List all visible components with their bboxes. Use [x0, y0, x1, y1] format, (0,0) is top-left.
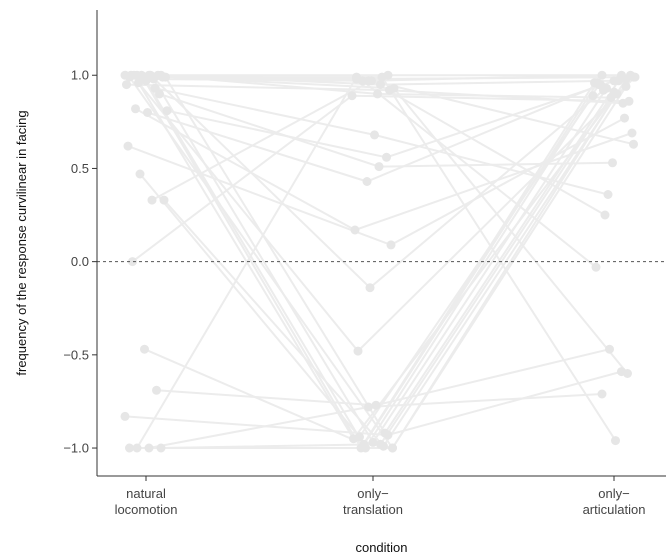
y-tick-label: −0.5	[63, 347, 89, 362]
series-points	[120, 70, 640, 453]
data-point	[355, 432, 364, 442]
data-point	[146, 70, 155, 80]
data-point	[156, 443, 166, 453]
data-point	[155, 89, 164, 99]
data-point	[621, 81, 631, 91]
x-tick-label: translation	[343, 502, 403, 517]
data-point	[159, 195, 169, 205]
data-point	[162, 106, 172, 116]
data-point	[140, 344, 149, 354]
data-point	[125, 443, 134, 453]
data-point	[620, 113, 629, 123]
data-point	[386, 240, 396, 250]
data-point	[383, 430, 393, 440]
data-point	[600, 210, 610, 220]
data-point	[352, 72, 361, 82]
x-tick-label: natural	[126, 486, 166, 501]
data-point	[368, 437, 378, 447]
data-point	[120, 411, 130, 421]
data-point	[132, 443, 142, 453]
data-point	[591, 262, 601, 272]
x-tick-label: only−	[357, 486, 388, 501]
data-point	[617, 367, 626, 377]
y-axis-title: frequency of the response curvilinear in…	[14, 110, 29, 375]
x-axis-title: condition	[355, 540, 407, 555]
data-point	[143, 108, 152, 117]
data-point	[362, 177, 372, 186]
y-tick-label: 0.5	[71, 161, 89, 176]
data-point	[593, 78, 602, 88]
data-point	[608, 158, 617, 168]
series-line	[164, 76, 620, 435]
data-point	[152, 385, 161, 395]
data-point	[605, 344, 614, 354]
data-point	[629, 139, 638, 149]
data-point	[138, 74, 148, 84]
x-tick-label: only−	[598, 486, 629, 501]
x-tick-label: articulation	[583, 502, 646, 517]
data-point	[347, 91, 357, 101]
data-point	[627, 128, 637, 138]
data-point	[353, 346, 363, 356]
data-point	[147, 195, 157, 205]
x-axis-ticks: naturallocomotiononly−translationonly−ar…	[115, 476, 646, 517]
y-axis-ticks: 1.0 0.5 0.0 −0.5 −1.0	[63, 68, 97, 456]
x-tick-label: locomotion	[115, 502, 178, 517]
series-line	[152, 78, 608, 445]
data-point	[389, 83, 399, 93]
data-point	[376, 439, 385, 449]
data-point	[126, 70, 136, 80]
data-point	[388, 443, 397, 453]
data-point	[611, 436, 620, 446]
data-point	[364, 402, 373, 412]
data-point	[135, 169, 145, 179]
data-point	[374, 162, 384, 172]
data-point	[609, 87, 619, 97]
data-point	[350, 225, 360, 235]
y-tick-label: −1.0	[63, 441, 89, 456]
data-point	[376, 80, 385, 90]
data-point	[158, 72, 167, 82]
data-point	[630, 72, 640, 82]
data-point	[597, 389, 607, 399]
data-point	[373, 89, 382, 99]
y-tick-label: 1.0	[71, 68, 89, 83]
series-line	[137, 76, 636, 353]
data-point	[123, 141, 133, 151]
data-point	[624, 96, 634, 106]
data-point	[597, 70, 607, 80]
data-point	[367, 76, 376, 86]
data-point	[371, 400, 381, 410]
data-point	[128, 257, 137, 267]
data-point	[359, 439, 369, 449]
data-point	[122, 80, 131, 90]
data-point	[370, 130, 379, 140]
y-tick-label: 0.0	[71, 254, 89, 269]
data-point	[588, 91, 598, 101]
data-point	[377, 72, 387, 82]
data-point	[382, 152, 391, 162]
data-point	[131, 104, 140, 114]
data-point	[603, 190, 613, 199]
data-point	[365, 283, 375, 293]
data-point	[144, 443, 154, 453]
data-point	[615, 74, 625, 84]
